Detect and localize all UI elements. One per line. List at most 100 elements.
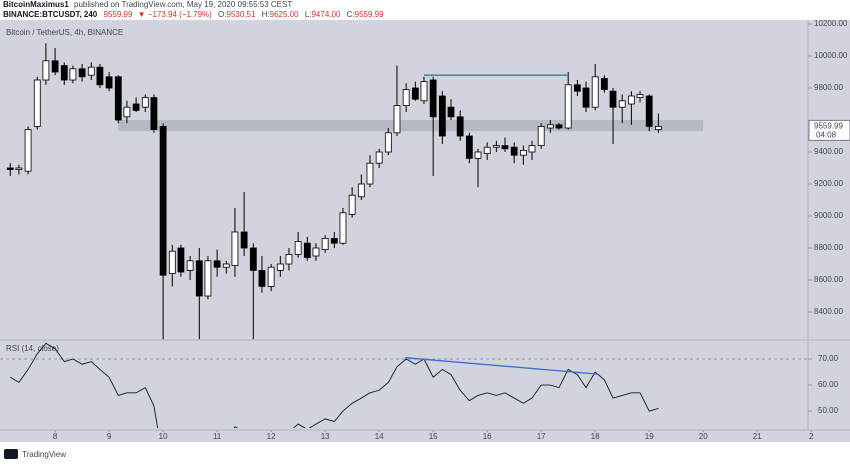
candle-body (519, 149, 527, 156)
candle-body (96, 66, 104, 86)
candle-body (402, 89, 410, 106)
x-tick-label: 19 (645, 432, 654, 441)
y-tick-label: 70.00 (818, 354, 839, 363)
candle-body (645, 95, 653, 127)
countdown-label: 04:08 (816, 131, 837, 140)
candle-body (123, 106, 131, 118)
candle-body (600, 78, 608, 91)
y-tick-label: 8400.00 (814, 307, 843, 316)
candle-body (420, 81, 428, 102)
x-tick-label: 9 (107, 432, 112, 441)
y-tick-label: 8800.00 (814, 243, 843, 252)
candle-body (24, 129, 32, 172)
y-tick-label: 8600.00 (814, 275, 843, 284)
price-pane (6, 43, 704, 340)
ohlc-value: 9474.00 (311, 10, 340, 19)
ohlc-label: H: (262, 10, 270, 19)
price: 9559.99 (103, 10, 132, 19)
candle-body (312, 247, 320, 257)
candle-body (213, 260, 221, 268)
candle-body (582, 87, 590, 108)
x-tick-label: 18 (591, 432, 600, 441)
candle-body (537, 126, 545, 147)
trendline (405, 357, 598, 375)
candle-body (78, 68, 86, 78)
candle-body (15, 167, 23, 170)
x-tick-label: 14 (375, 432, 384, 441)
candle-body (195, 260, 203, 297)
last-price-box (808, 119, 850, 141)
candle-body (249, 247, 257, 271)
candle-body (177, 247, 185, 273)
candle-body (348, 194, 356, 215)
candle-body (6, 167, 14, 170)
candle-body (375, 151, 383, 164)
candle-body (87, 66, 95, 76)
candle-body (168, 250, 176, 274)
chart-title: Bitcoin / TetherUS, 4h, BINANCE (6, 28, 123, 37)
candle-body (456, 116, 464, 137)
candle-body (321, 237, 329, 250)
header-line-1: BitcoinMaximus1 published on TradingView… (3, 0, 292, 9)
x-tick-label: 15 (429, 432, 438, 441)
candle-body (411, 87, 419, 100)
ohlc-label: O: (218, 10, 226, 19)
x-tick-label: 2 (809, 432, 814, 441)
ohlc-label: C: (347, 10, 355, 19)
y-tick-label: 10200.00 (814, 19, 848, 28)
y-tick-label: 50.00 (818, 406, 839, 415)
x-tick-label: 21 (753, 432, 762, 441)
candle-body (618, 100, 626, 108)
candle-body (330, 237, 338, 244)
symbol: BINANCE:BTCUSDT, 240 (3, 10, 98, 19)
candle-body (384, 132, 392, 153)
candle-body (240, 231, 248, 249)
footer-logo (4, 449, 18, 459)
candle-body (69, 68, 77, 81)
x-tick-label: 20 (699, 432, 708, 441)
x-tick-label: 11 (213, 432, 222, 441)
change: ▼ −173.94 (−1.79%) (138, 10, 213, 19)
candle-body (150, 97, 158, 130)
rsi-pane (0, 342, 808, 428)
candle-body (528, 145, 536, 153)
rsi-line (10, 342, 659, 428)
candle-body (438, 95, 446, 137)
candle-body (465, 135, 473, 159)
last-price-label: 9559.99 (814, 122, 843, 131)
candle-body (276, 263, 284, 271)
logo-icon (4, 449, 18, 459)
rsi-title: RSI (14, close) (6, 344, 59, 353)
x-tick-label: 12 (267, 432, 276, 441)
candle-body (510, 146, 518, 156)
candle-body (105, 76, 113, 89)
candle-body (546, 124, 554, 129)
candle-body (294, 241, 302, 255)
header-line-2: BINANCE:BTCUSDT, 240 9559.99 ▼ −173.94 (… (3, 10, 384, 19)
y-tick-label: 60.00 (818, 380, 839, 389)
candle-body (483, 146, 491, 154)
y-tick-label: 9000.00 (814, 211, 843, 220)
y-tick-label: 10000.00 (814, 51, 848, 60)
y-tick-label: 9800.00 (814, 83, 843, 92)
support-zone (118, 120, 704, 132)
candle-body (492, 145, 500, 148)
candle-body (357, 183, 365, 198)
candle-body (51, 60, 59, 73)
candle-body (429, 79, 437, 118)
candle-body (186, 260, 194, 271)
candle-body (285, 253, 293, 265)
ohlc-label: L: (305, 10, 312, 19)
candle-body (636, 94, 644, 99)
axes: 10200.00 10000.00 9800.00 9400.00 9200.00 900… (53, 19, 850, 441)
candle-body (204, 260, 212, 297)
candle-body (573, 84, 581, 92)
x-tick-label: 17 (537, 432, 546, 441)
published: published on TradingView.com, May 19, 20… (74, 0, 292, 9)
ohlc-value: 9530.51 (227, 10, 256, 19)
candle-body (132, 103, 140, 111)
x-tick-label: 10 (159, 432, 168, 441)
candle-body (555, 124, 563, 129)
candle-body (654, 126, 662, 131)
candle-body (609, 90, 617, 108)
